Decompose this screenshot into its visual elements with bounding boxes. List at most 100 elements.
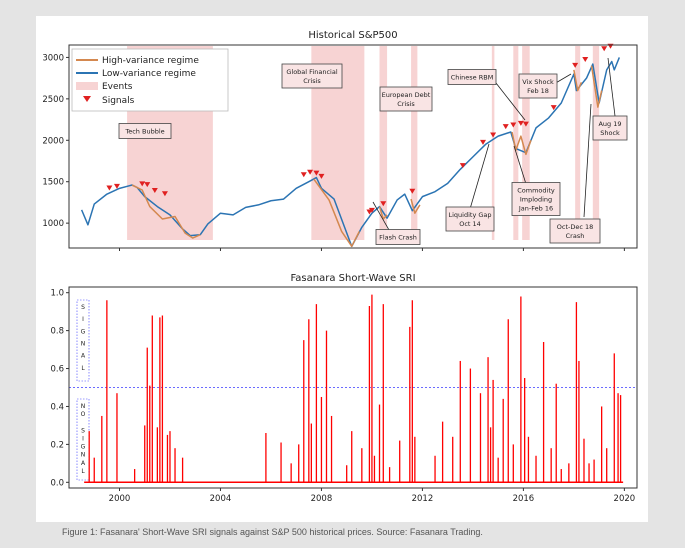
annotation-label: Vix Shock [522, 78, 554, 86]
bottom-y-tick-label: 0.2 [50, 440, 64, 450]
annotation-box [445, 206, 495, 232]
bottom-y-tick-label: 0.6 [50, 365, 64, 375]
signal-marker [510, 122, 517, 128]
bottom-x-tick-label: 2000 [109, 494, 131, 504]
zone-label-letter: N [81, 403, 86, 410]
zone-label-letter: A [81, 353, 86, 360]
zone-label-letter: L [81, 365, 85, 372]
annotation-arrow [583, 103, 592, 218]
signal-marker [106, 185, 113, 191]
legend-signals-label: Signals [102, 96, 135, 106]
annotation-label: European Debt [382, 91, 431, 99]
annotation-label: Imploding [520, 196, 552, 204]
chart-svg: Historical S&P500 1000 1500 2000 2500 3000 H… [42, 30, 638, 504]
annotation-label: Liquidity Gap [448, 211, 491, 219]
legend-events-swatch [76, 82, 98, 90]
signal-marker [409, 188, 416, 194]
annotation-arrow [469, 143, 490, 210]
event-band [379, 46, 388, 240]
annotation-label: Chinese RBM [451, 74, 494, 82]
bottom-x-tick-label: 2004 [210, 494, 232, 504]
annotation-label: Crash [566, 232, 585, 240]
top-y-tick-label: 2000 [42, 136, 64, 146]
signal-marker [480, 139, 487, 145]
figure-panel: Historical S&P500 1000 1500 2000 2500 3000 H… [36, 16, 648, 522]
signal-marker [582, 57, 589, 63]
high-variance-line [511, 131, 532, 156]
legend-high-variance-label: High-variance regime [102, 56, 199, 66]
high-variance-line [378, 206, 388, 220]
bottom-y-tick-label: 0.0 [50, 478, 64, 488]
annotation-label: Crisis [397, 100, 415, 108]
annotation-label: Global Financial [286, 68, 337, 76]
event-band [491, 46, 495, 240]
top-chart-title: Historical S&P500 [308, 30, 397, 41]
legend-signals-marker [83, 96, 91, 102]
signal-marker [522, 121, 529, 127]
zone-label-letter: S [81, 304, 85, 311]
zone-label-letter: G [81, 328, 86, 335]
annotation-label: Oct 14 [459, 220, 481, 228]
annotation-label: Oct-Dec 18 [557, 223, 594, 231]
signal-marker [517, 120, 524, 126]
annotation-box [375, 229, 421, 245]
high-variance-line [131, 184, 201, 239]
event-band [522, 46, 530, 240]
bottom-y-tick-label: 1.0 [50, 289, 64, 299]
annotation-label: Feb 18 [527, 87, 549, 95]
signal-marker [380, 201, 387, 207]
high-variance-line [573, 69, 583, 92]
bottom-chart-title: Fasanara Short-Wave SRI [290, 273, 415, 284]
top-y-tick-label: 1000 [42, 219, 64, 229]
signal-marker [144, 182, 151, 188]
zone-label-box [76, 299, 90, 382]
signal-marker [502, 124, 509, 130]
signal-marker [300, 172, 307, 178]
top-y-tick-label: 3000 [42, 53, 64, 63]
annotation-box [549, 218, 601, 244]
zone-label-letter: N [81, 452, 86, 459]
zone-label-letter: A [81, 460, 86, 467]
high-variance-line [590, 65, 603, 108]
zone-label-letter: I [82, 316, 84, 323]
annotation-box [518, 73, 558, 99]
bottom-x-tick-label: 2008 [311, 494, 333, 504]
signal-marker [459, 163, 466, 169]
legend-low-variance-label: Low-variance regime [102, 69, 196, 79]
signal-marker [318, 173, 325, 179]
zone-label-letter: O [81, 411, 86, 418]
event-band [592, 46, 600, 240]
signal-marker [550, 105, 557, 111]
annotation-arrow [607, 57, 616, 117]
annotation-box [118, 123, 172, 139]
signal-marker [313, 170, 320, 176]
top-plot-frame [68, 44, 638, 249]
event-band [575, 46, 581, 240]
signal-marker [113, 183, 120, 189]
zone-label-letter: S [81, 427, 85, 434]
low-variance-line [80, 57, 621, 248]
annotation-label: Jan-Feb 16 [518, 205, 553, 213]
signal-marker [490, 132, 497, 138]
annotation-arrow [513, 145, 527, 185]
bottom-y-tick-label: 0.4 [50, 402, 64, 412]
zone-label-letter: N [81, 341, 86, 348]
bottom-x-tick-label: 2020 [614, 494, 636, 504]
top-y-tick-label: 1500 [42, 178, 64, 188]
legend: High-variance regime Low-variance regime… [71, 48, 229, 112]
bottom-y-tick-label: 0.8 [50, 327, 64, 337]
annotation-label: Tech Bubble [124, 128, 164, 136]
signal-marker [307, 169, 314, 175]
annotation-box [447, 69, 497, 85]
figure-caption: Figure 1: Fasanara' Short-Wave SRI signa… [62, 527, 483, 537]
high-variance-line [313, 178, 360, 248]
signal-marker [151, 187, 158, 193]
bottom-plot-frame [68, 286, 638, 489]
high-variance-line [410, 198, 421, 214]
legend-events-label: Events [102, 82, 133, 92]
signal-marker [601, 46, 608, 52]
signal-marker [572, 62, 579, 68]
annotation-box [379, 86, 433, 112]
signal-marker [139, 181, 146, 187]
annotation-label: Flash Crash [379, 234, 417, 242]
